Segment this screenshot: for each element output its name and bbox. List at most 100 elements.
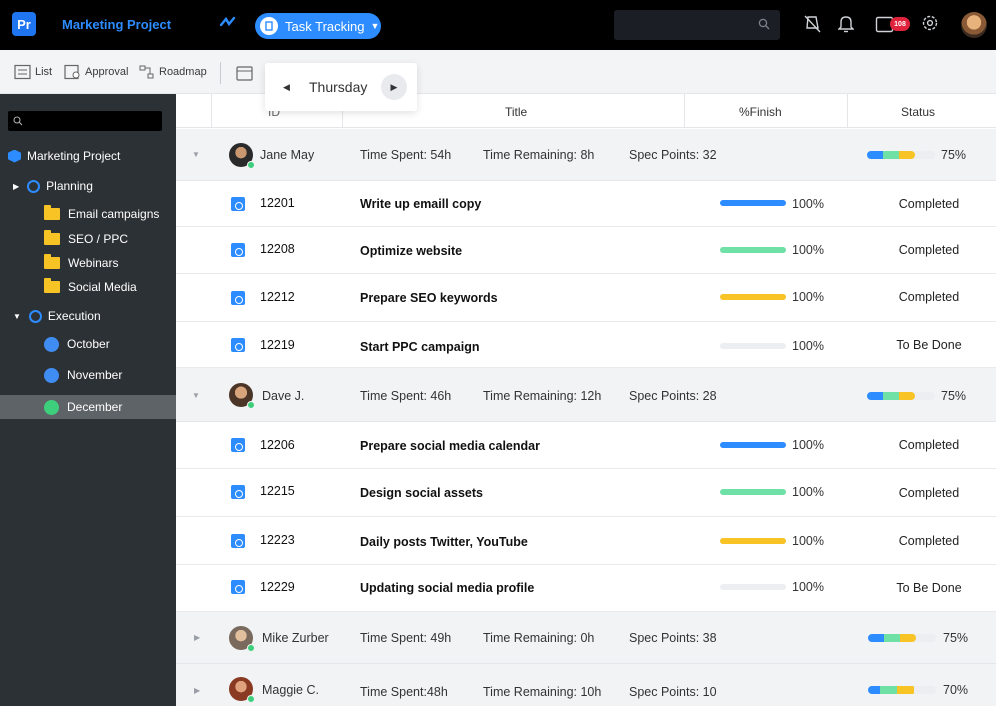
table-row[interactable]: 12201 Write up emaill copy 100% Complete…	[176, 181, 996, 227]
sidebar-item-label: Email campaigns	[68, 207, 160, 221]
gear-icon[interactable]	[921, 14, 939, 32]
finish-bar	[720, 343, 786, 349]
status-label: Completed	[898, 290, 960, 304]
group-row-dave-j[interactable]: ▼ Dave J. Time Spent: 46h Time Remaining…	[176, 368, 996, 422]
assignee-name: Dave J.	[262, 389, 305, 403]
sidebar-item-december[interactable]: December	[0, 395, 176, 419]
sidebar-item-label: Planning	[46, 179, 93, 193]
roadmap-icon	[139, 65, 154, 79]
sidebar-item-email-campaigns[interactable]: Email campaigns	[0, 202, 176, 226]
group-row-jane-may[interactable]: ▼ Jane May Time Spent: 54h Time Remainin…	[176, 129, 996, 181]
folder-ring-icon	[28, 309, 42, 323]
column-header-finish[interactable]: %Finish	[739, 105, 782, 119]
task-icon	[231, 580, 245, 594]
table-row[interactable]: 12206 Prepare social media calendar 100%…	[176, 422, 996, 469]
finish-bar	[720, 538, 786, 544]
calendar-icon[interactable]	[236, 65, 254, 81]
task-title: Write up emaill copy	[360, 197, 482, 211]
table-row[interactable]: 12212 Prepare SEO keywords 100% Complete…	[176, 274, 996, 322]
progress-bar	[867, 392, 915, 400]
sprint-icon	[44, 399, 59, 415]
table-row[interactable]: 12229 Updating social media profile 100%…	[176, 565, 996, 612]
avatar	[229, 383, 255, 409]
sidebar-item-label: October	[67, 337, 110, 351]
sidebar-item-webinars[interactable]: Webinars	[0, 251, 176, 275]
task-title: Prepare social media calendar	[360, 439, 540, 453]
progress-bar	[868, 634, 916, 642]
task-tracking-icon	[260, 17, 278, 35]
column-header-status[interactable]: Status	[901, 105, 936, 119]
table-row[interactable]: 12219 Start PPC campaign 100% To Be Done	[176, 322, 996, 368]
task-title: Start PPC campaign	[360, 340, 480, 354]
finish-bar	[720, 247, 786, 253]
sidebar-item-execution[interactable]: ▼ Execution	[0, 304, 176, 328]
status-label: Completed	[898, 243, 960, 257]
sidebar-item-seo-ppc[interactable]: SEO / PPC	[0, 227, 176, 251]
spec-points: Spec Points: 10	[629, 685, 717, 699]
roadmap-view-label: Roadmap	[159, 66, 207, 78]
user-avatar[interactable]	[961, 12, 987, 38]
task-tracking-label: Task Tracking	[285, 18, 365, 34]
approval-view-label: Approval	[85, 66, 129, 78]
sidebar-item-planning[interactable]: ▶ Planning	[0, 174, 176, 198]
group-progress: 75%	[941, 148, 967, 162]
collapse-caret-icon[interactable]: ▼	[192, 391, 200, 400]
task-title: Design social assets	[360, 486, 483, 500]
expand-caret-icon[interactable]: ▶	[194, 686, 201, 695]
column-header-title[interactable]: Title	[505, 105, 528, 119]
task-id: 12223	[260, 533, 295, 547]
group-row-mike-zurber[interactable]: ▶ Mike Zurber Time Spent: 49h Time Remai…	[176, 612, 996, 664]
bell-icon[interactable]	[838, 14, 854, 34]
finish-bar	[720, 200, 786, 206]
task-tracking-dropdown[interactable]: Task Tracking ▼	[255, 13, 381, 39]
avatar	[229, 677, 255, 703]
task-id: 12212	[260, 290, 295, 304]
next-day-button[interactable]: ▶	[381, 74, 407, 100]
task-icon	[231, 485, 245, 499]
spec-points: Spec Points: 38	[629, 631, 717, 645]
sidebar-item-label: Marketing Project	[27, 149, 121, 163]
finish-bar	[720, 294, 786, 300]
sidebar-search-input[interactable]	[8, 111, 162, 131]
pin-off-icon[interactable]	[804, 14, 822, 34]
table-row[interactable]: 12215 Design social assets 100% Complete…	[176, 469, 996, 517]
sidebar-item-label: December	[67, 400, 123, 414]
previous-day-button[interactable]: ◀	[283, 82, 290, 92]
progress-bar	[867, 151, 915, 159]
assignee-name: Mike Zurber	[262, 631, 329, 645]
project-name-link[interactable]: Marketing Project	[62, 17, 172, 32]
sidebar-item-october[interactable]: October	[0, 332, 176, 356]
sprint-icon	[44, 336, 59, 352]
folder-icon	[44, 205, 60, 220]
list-view-button[interactable]: List	[14, 64, 52, 80]
task-id: 12201	[260, 196, 295, 210]
task-icon	[231, 243, 245, 257]
online-status-dot	[247, 401, 255, 409]
time-spent: Time Spent: 49h	[360, 631, 452, 645]
task-title: Updating social media profile	[360, 581, 535, 595]
global-search-input[interactable]	[614, 10, 780, 40]
roadmap-view-button[interactable]: Roadmap	[138, 64, 207, 80]
sidebar-item-social-media[interactable]: Social Media	[0, 275, 176, 299]
status-label: Completed	[898, 486, 960, 500]
day-label: Thursday	[309, 79, 368, 95]
finish-percent: 100%	[792, 438, 824, 452]
activity-icon[interactable]	[220, 15, 236, 31]
table-row[interactable]: 12208 Optimize website 100% Completed	[176, 227, 996, 274]
list-icon	[14, 64, 31, 80]
group-row-maggie-c[interactable]: ▶ Maggie C. Time Spent:48h Time Remainin…	[176, 664, 996, 706]
sidebar-item-label: Social Media	[68, 280, 137, 294]
app-logo[interactable]: Pr	[12, 12, 36, 36]
expand-caret-icon[interactable]: ▶	[194, 633, 201, 642]
sidebar-item-root[interactable]: Marketing Project	[0, 144, 176, 168]
collapse-caret-icon[interactable]: ▼	[192, 150, 200, 159]
finish-percent: 100%	[792, 197, 824, 211]
table-row[interactable]: 12223 Daily posts Twitter, YouTube 100% …	[176, 517, 996, 565]
notification-badge: 108	[890, 17, 910, 31]
task-table: ID Title %Finish Status ▼ Jane May Time …	[176, 94, 996, 706]
finish-percent: 100%	[792, 339, 824, 353]
avatar	[229, 143, 255, 169]
approval-view-button[interactable]: Approval	[64, 64, 128, 80]
sidebar-item-november[interactable]: November	[0, 363, 176, 387]
toolbar-divider	[220, 62, 221, 84]
